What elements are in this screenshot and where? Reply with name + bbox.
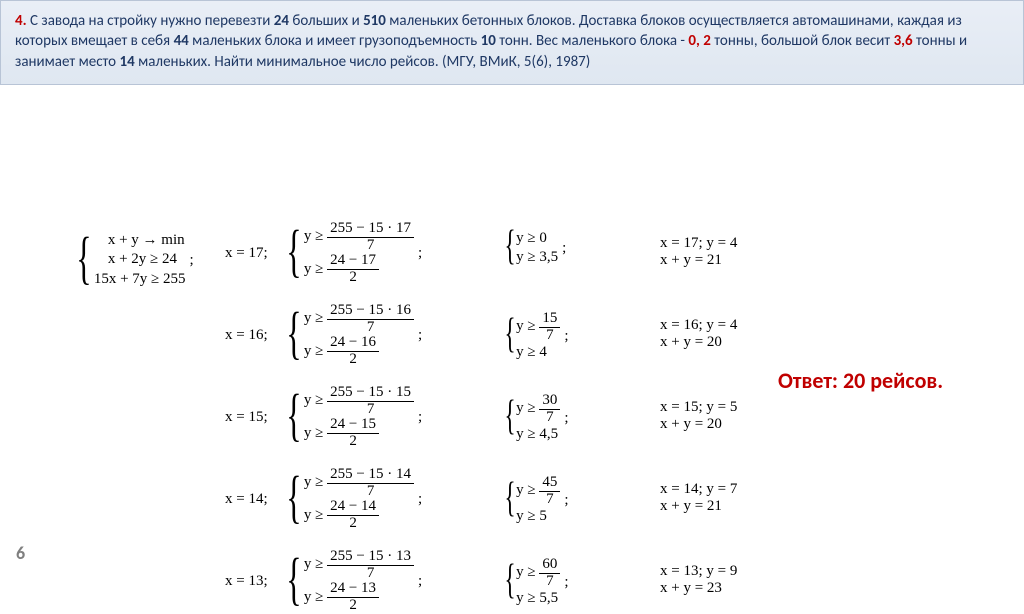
case-simplified: {y ≥ 0y ≥ 3,5; <box>500 229 570 268</box>
initial-system: { x + y → min x + 2y ≥ 24 15x + 7y ≥ 255… <box>70 231 198 290</box>
brace-icon: { <box>505 320 516 349</box>
ineq2s: y ≥ 4 <box>516 343 560 363</box>
semicolon: ; <box>190 252 194 269</box>
sys-l1: x + y → min <box>94 231 186 251</box>
brace-icon: { <box>505 402 516 431</box>
ineq1: y ≥ 255 − 15 · 147 <box>304 467 414 500</box>
t5: тонны, большой блок весит <box>711 32 894 50</box>
problem-number: 4. <box>15 12 27 30</box>
ineq1: y ≥ 255 − 15 · 157 <box>304 385 414 418</box>
case-simplified: {y ≥ 157y ≥ 4; <box>500 311 573 363</box>
problem-statement: 4. С завода на стройку нужно перевезти 2… <box>0 0 1024 85</box>
brace-icon: { <box>505 566 516 595</box>
ineq2s: y ≥ 3,5 <box>516 248 558 268</box>
brace-icon: { <box>286 477 301 518</box>
case-solution: x = 13; y = 9x + y = 23 <box>660 563 737 597</box>
ineq1s: y ≥ 307 <box>516 393 560 426</box>
t4: тонн. Вес маленького блока - <box>496 32 689 50</box>
brace-icon: { <box>505 484 516 513</box>
semicolon: ; <box>418 491 422 508</box>
case-system: {y ≥ 255 − 15 · 137y ≥ 24 − 132; <box>280 549 426 614</box>
ineq2: y ≥ 24 − 162 <box>304 335 414 368</box>
tons: 10 <box>481 32 496 50</box>
n-small: 510 <box>363 12 386 30</box>
case-simplified: {y ≥ 457y ≥ 5; <box>500 475 573 527</box>
cap: 44 <box>174 32 189 50</box>
solution-area: { x + y → min x + 2y ≥ 24 15x + 7y ≥ 255… <box>0 85 1024 103</box>
case-system: {y ≥ 255 − 15 · 157y ≥ 24 − 152; <box>280 385 426 450</box>
ineq1s: y ≥ 457 <box>516 475 560 508</box>
case-simplified: {y ≥ 307y ≥ 4,5; <box>500 393 573 445</box>
case-solution: x = 17; y = 4x + y = 21 <box>660 235 737 269</box>
w-small: 0, 2 <box>688 32 710 50</box>
t7: маленьких. Найти минимальное число рейсо… <box>135 53 591 71</box>
t1: больших и <box>289 12 363 30</box>
ineq1: y ≥ 255 − 15 · 177 <box>304 221 414 254</box>
semicolon: ; <box>418 327 422 344</box>
brace-icon: { <box>505 232 516 261</box>
case-simplified: {y ≥ 607y ≥ 5,5; <box>500 557 573 609</box>
ineq1: y ≥ 255 − 15 · 137 <box>304 549 414 582</box>
brace-icon: { <box>286 395 301 436</box>
brace-icon: { <box>286 559 301 600</box>
semicolon: ; <box>418 573 422 590</box>
answer: Ответ: 20 рейсов. <box>778 367 943 394</box>
n-big: 24 <box>274 12 289 30</box>
x-value: x = 16; <box>225 327 268 344</box>
case-system: {y ≥ 255 − 15 · 177y ≥ 24 − 172; <box>280 221 426 286</box>
semicolon: ; <box>564 410 568 427</box>
w-big: 3,6 <box>894 32 913 50</box>
ineq2: y ≥ 24 − 152 <box>304 417 414 450</box>
sys-l3: 15x + 7y ≥ 255 <box>94 270 186 290</box>
semicolon: ; <box>418 245 422 262</box>
ineq2: y ≥ 24 − 172 <box>304 253 414 286</box>
case-system: {y ≥ 255 − 15 · 147y ≥ 24 − 142; <box>280 467 426 532</box>
x-value: x = 14; <box>225 491 268 508</box>
semicolon: ; <box>418 409 422 426</box>
ineq1: y ≥ 255 − 15 · 167 <box>304 303 414 336</box>
ineq2: y ≥ 24 − 132 <box>304 581 414 614</box>
ineq1s: y ≥ 157 <box>516 311 560 344</box>
semicolon: ; <box>562 240 566 257</box>
case-system: {y ≥ 255 − 15 · 167y ≥ 24 − 162; <box>280 303 426 368</box>
problem-text: С завода на стройку нужно перевезти <box>27 12 274 30</box>
x-value: x = 17; <box>225 245 268 262</box>
brace-icon: { <box>76 238 91 279</box>
semicolon: ; <box>564 574 568 591</box>
brace-icon: { <box>286 313 301 354</box>
x-value: x = 13; <box>225 573 268 590</box>
places: 14 <box>119 53 134 71</box>
t3: маленьких блока и имеет грузоподъемность <box>189 32 481 50</box>
ineq1s: y ≥ 607 <box>516 557 560 590</box>
brace-icon: { <box>286 231 301 272</box>
x-value: x = 15; <box>225 409 268 426</box>
case-solution: x = 15; y = 5x + y = 20 <box>660 399 737 433</box>
sys-l2: x + 2y ≥ 24 <box>94 250 186 270</box>
ineq2s: y ≥ 5 <box>516 507 560 527</box>
ineq2: y ≥ 24 − 142 <box>304 499 414 532</box>
ineq2s: y ≥ 5,5 <box>516 589 560 609</box>
ineq2s: y ≥ 4,5 <box>516 425 560 445</box>
case-solution: x = 14; y = 7x + y = 21 <box>660 481 737 515</box>
ineq1s: y ≥ 0 <box>516 229 558 249</box>
semicolon: ; <box>564 492 568 509</box>
page-number: 6 <box>16 542 25 564</box>
case-solution: x = 16; y = 4x + y = 20 <box>660 317 737 351</box>
semicolon: ; <box>564 328 568 345</box>
